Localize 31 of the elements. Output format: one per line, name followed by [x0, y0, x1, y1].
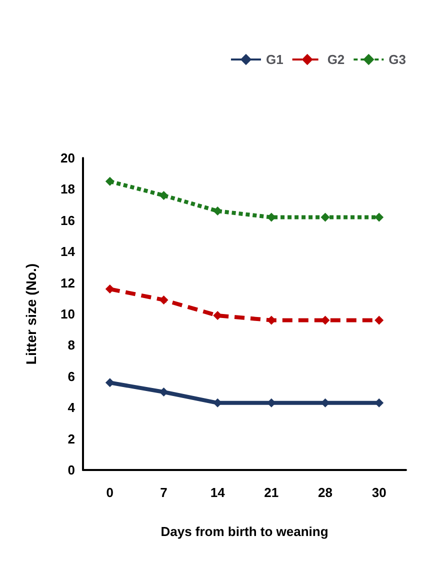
point	[320, 212, 330, 222]
point	[213, 206, 222, 216]
y-tick-label: 0	[68, 462, 75, 478]
point	[105, 284, 114, 294]
legend-label: G3	[388, 52, 406, 67]
point	[105, 176, 114, 186]
x-tick-label: 28	[318, 485, 332, 500]
x-axis-title: Days from birth to weaning	[160, 524, 328, 539]
x-tick-label: 7	[160, 485, 168, 500]
y-tick-label: 8	[68, 338, 75, 353]
y-tick-label: 6	[68, 368, 75, 384]
legend-label: G1	[266, 52, 284, 67]
x-tick-label: 30	[372, 485, 386, 500]
point	[105, 378, 114, 388]
y-tick-label: 18	[60, 182, 75, 197]
x-tick-label: 21	[264, 485, 279, 500]
point	[374, 212, 384, 222]
point	[374, 316, 384, 325]
point	[159, 190, 168, 200]
y-tick-label: 16	[60, 212, 75, 228]
y-tick-label: 2	[68, 431, 75, 446]
y-tick-label: 12	[60, 275, 75, 290]
x-tick-label: 0	[106, 485, 114, 500]
y-tick-label: 20	[60, 150, 75, 166]
y-axis-title: Litter size (No.)	[23, 263, 39, 365]
y-tick-label: 14	[60, 244, 76, 260]
x-tick-label: 14	[210, 485, 226, 500]
y-tick-label: 10	[60, 306, 75, 322]
y-tick-label: 4	[68, 400, 76, 416]
legend-label: G2	[327, 52, 345, 67]
point	[159, 295, 168, 304]
